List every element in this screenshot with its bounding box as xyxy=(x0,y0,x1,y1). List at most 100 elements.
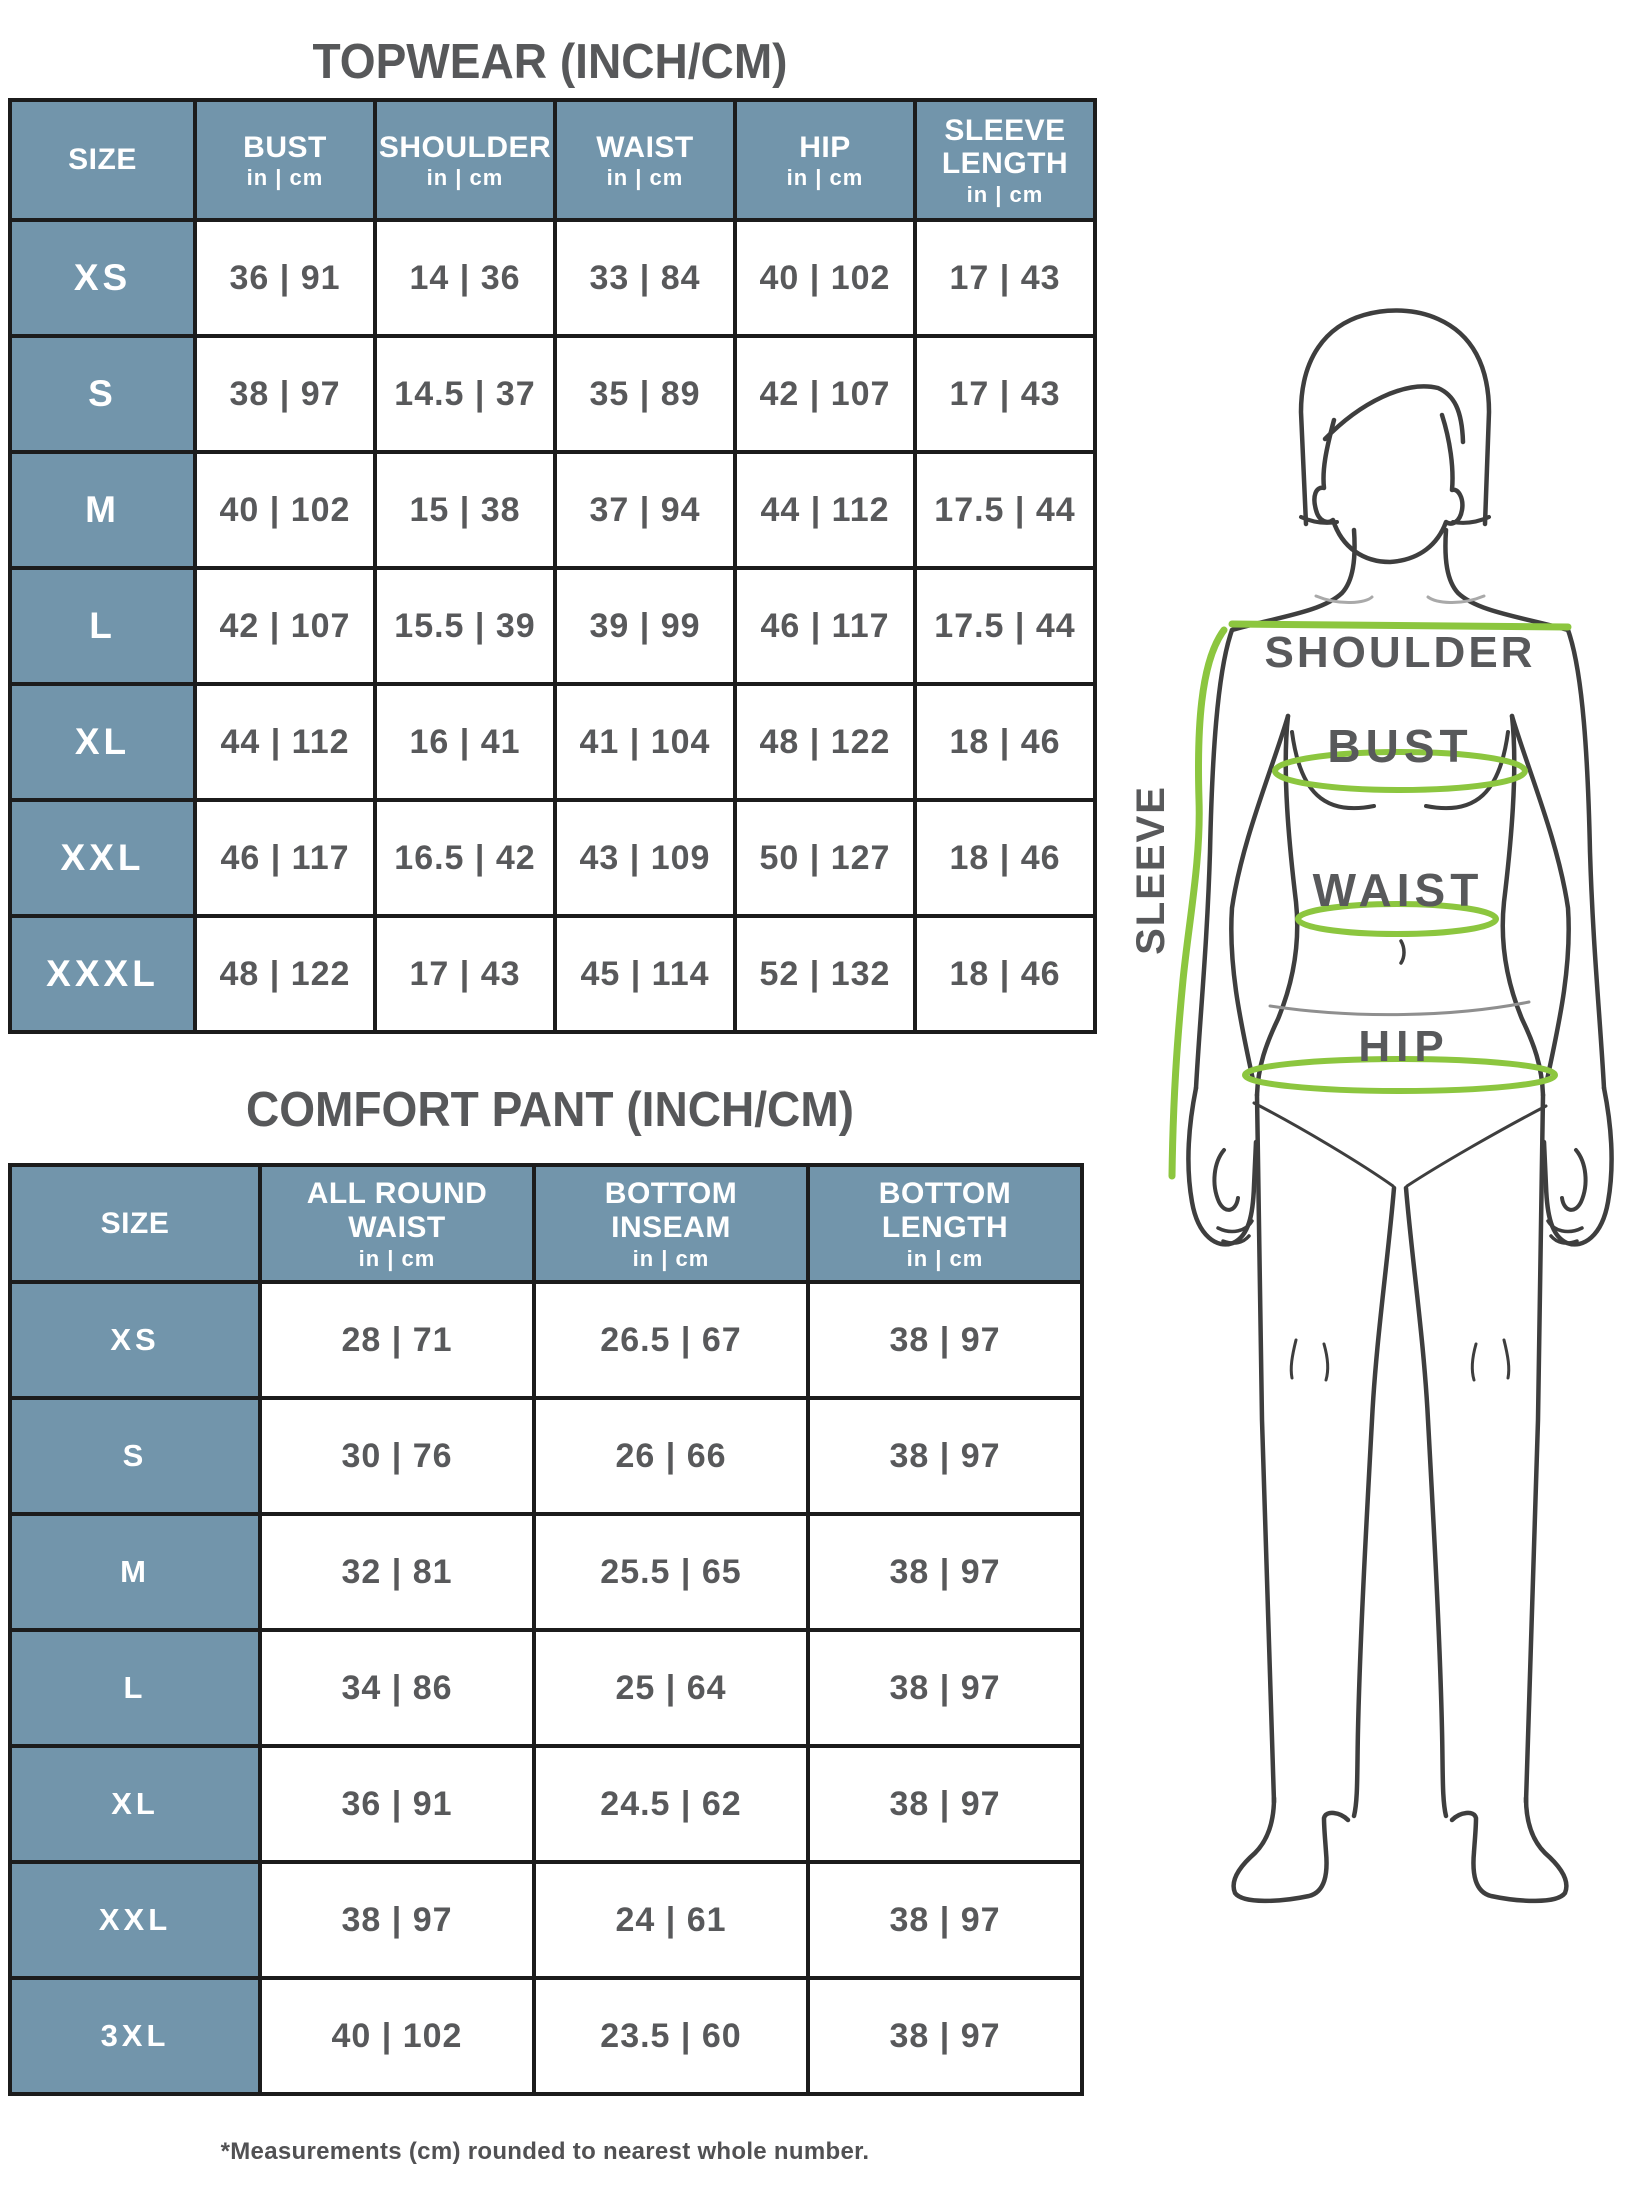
size-label: S xyxy=(8,1396,262,1516)
bottom-length-value: 38 | 97 xyxy=(806,1744,1084,1864)
table-row: S 30 | 76 26 | 66 38 | 97 xyxy=(8,1396,1084,1516)
bottom-length-value: 38 | 97 xyxy=(806,1396,1084,1516)
shoulder-value: 15 | 38 xyxy=(373,450,557,570)
waist-value: 39 | 99 xyxy=(553,566,737,686)
col-header-all-round-waist: ALL ROUND WAIST in | cm xyxy=(258,1163,536,1284)
col-header-bottom-length: BOTTOM LENGTH in | cm xyxy=(806,1163,1084,1284)
bottom-length-value: 38 | 97 xyxy=(806,1280,1084,1400)
bust-value: 46 | 117 xyxy=(193,798,377,918)
topwear-header-row: SIZE BUST in | cm SHOULDER in | cm WAIST… xyxy=(8,98,1097,222)
col-header-hip: HIP in | cm xyxy=(733,98,917,222)
hip-value: 42 | 107 xyxy=(733,334,917,454)
table-row: XXXL 48 | 122 17 | 43 45 | 114 52 | 132 … xyxy=(8,914,1097,1034)
waist-value: 33 | 84 xyxy=(553,218,737,338)
table-row: S 38 | 97 14.5 | 37 35 | 89 42 | 107 17 … xyxy=(8,334,1097,454)
sleeve-measure-line xyxy=(1168,626,1228,1180)
hip-value: 50 | 127 xyxy=(733,798,917,918)
table-row: L 42 | 107 15.5 | 39 39 | 99 46 | 117 17… xyxy=(8,566,1097,686)
table-row: XS 28 | 71 26.5 | 67 38 | 97 xyxy=(8,1280,1084,1400)
shoulder-measure-line xyxy=(1228,620,1572,631)
shoulder-value: 15.5 | 39 xyxy=(373,566,557,686)
shoulder-label: SHOULDER xyxy=(1265,628,1536,677)
table-row: 3XL 40 | 102 23.5 | 60 38 | 97 xyxy=(8,1976,1084,2096)
waist-measure-ellipse xyxy=(1295,901,1499,937)
table-row: XS 36 | 91 14 | 36 33 | 84 40 | 102 17 |… xyxy=(8,218,1097,338)
measurement-lines xyxy=(1168,620,1572,1180)
sleeve-value: 18 | 46 xyxy=(913,798,1097,918)
size-label: XS xyxy=(8,218,197,338)
all-round-waist-value: 40 | 102 xyxy=(258,1976,536,2096)
unit-label: in | cm xyxy=(906,1245,984,1271)
comfort-pant-title: COMFORT PANT (INCH/CM) xyxy=(245,1083,855,1137)
col-header-bottom-inseam: BOTTOM INSEAM in | cm xyxy=(532,1163,810,1284)
sleeve-value: 17 | 43 xyxy=(913,218,1097,338)
col-header-sleeve-length: SLEEVE LENGTH in | cm xyxy=(913,98,1097,222)
waist-label: WAIST xyxy=(1313,864,1484,916)
bottom-length-value: 38 | 97 xyxy=(806,1976,1084,2096)
shoulder-value: 16 | 41 xyxy=(373,682,557,802)
size-label: XL xyxy=(8,682,197,802)
topwear-title: TOPWEAR (INCH/CM) xyxy=(312,35,788,89)
size-label: L xyxy=(8,566,197,686)
size-label: L xyxy=(8,1628,262,1748)
hip-label: HIP xyxy=(1358,1022,1449,1071)
col-header-label: SIZE xyxy=(68,143,137,177)
waist-value: 35 | 89 xyxy=(553,334,737,454)
bottom-inseam-value: 24.5 | 62 xyxy=(532,1744,810,1864)
size-label: XXL xyxy=(8,1860,262,1980)
size-label: 3XL xyxy=(8,1976,262,2096)
bottom-inseam-value: 23.5 | 60 xyxy=(532,1976,810,2096)
bust-value: 40 | 102 xyxy=(193,450,377,570)
all-round-waist-value: 38 | 97 xyxy=(258,1860,536,1980)
table-row: XXL 46 | 117 16.5 | 42 43 | 109 50 | 127… xyxy=(8,798,1097,918)
hip-measure-ellipse xyxy=(1242,1056,1558,1094)
bust-value: 38 | 97 xyxy=(193,334,377,454)
col-header-bust: BUST in | cm xyxy=(193,98,377,222)
all-round-waist-value: 34 | 86 xyxy=(258,1628,536,1748)
table-row: L 34 | 86 25 | 64 38 | 97 xyxy=(8,1628,1084,1748)
unit-label: in | cm xyxy=(246,165,324,191)
hip-value: 48 | 122 xyxy=(733,682,917,802)
hip-value: 44 | 112 xyxy=(733,450,917,570)
body-figure-illustration: SHOULDER BUST WAIST HIP SLEEVE xyxy=(1129,308,1614,1904)
size-label: XXL xyxy=(8,798,197,918)
col-header-size: SIZE xyxy=(8,98,197,222)
sleeve-value: 17.5 | 44 xyxy=(913,450,1097,570)
bottom-inseam-value: 25.5 | 65 xyxy=(532,1512,810,1632)
size-label: M xyxy=(8,1512,262,1632)
measurement-footnote: *Measurements (cm) rounded to nearest wh… xyxy=(220,2138,870,2165)
table-row: XL 36 | 91 24.5 | 62 38 | 97 xyxy=(8,1744,1084,1864)
sleeve-value: 18 | 46 xyxy=(913,682,1097,802)
hip-value: 46 | 117 xyxy=(733,566,917,686)
all-round-waist-value: 36 | 91 xyxy=(258,1744,536,1864)
col-header-shoulder: SHOULDER in | cm xyxy=(373,98,557,222)
all-round-waist-value: 28 | 71 xyxy=(258,1280,536,1400)
sleeve-value: 17 | 43 xyxy=(913,334,1097,454)
all-round-waist-value: 32 | 81 xyxy=(258,1512,536,1632)
waist-value: 41 | 104 xyxy=(553,682,737,802)
table-row: XL 44 | 112 16 | 41 41 | 104 48 | 122 18… xyxy=(8,682,1097,802)
hip-value: 52 | 132 xyxy=(733,914,917,1034)
shoulder-value: 14 | 36 xyxy=(373,218,557,338)
bust-value: 48 | 122 xyxy=(193,914,377,1034)
table-row: XXL 38 | 97 24 | 61 38 | 97 xyxy=(8,1860,1084,1980)
waist-value: 43 | 109 xyxy=(553,798,737,918)
sleeve-value: 18 | 46 xyxy=(913,914,1097,1034)
size-label: S xyxy=(8,334,197,454)
size-label: XXXL xyxy=(8,914,197,1034)
bust-label: BUST xyxy=(1327,720,1472,772)
comfort-pant-size-table: SIZE ALL ROUND WAIST in | cm BOTTOM INSE… xyxy=(8,1163,1084,2096)
col-header-size: SIZE xyxy=(8,1163,262,1284)
table-row: M 32 | 81 25.5 | 65 38 | 97 xyxy=(8,1512,1084,1632)
col-header-waist: WAIST in | cm xyxy=(553,98,737,222)
bottom-inseam-value: 24 | 61 xyxy=(532,1860,810,1980)
bottom-length-value: 38 | 97 xyxy=(806,1860,1084,1980)
table-row: M 40 | 102 15 | 38 37 | 94 44 | 112 17.5… xyxy=(8,450,1097,570)
seam-lines xyxy=(1268,594,1531,1017)
bust-value: 36 | 91 xyxy=(193,218,377,338)
bust-measure-ellipse xyxy=(1272,749,1528,793)
unit-label: in | cm xyxy=(966,182,1044,208)
bottom-length-value: 38 | 97 xyxy=(806,1628,1084,1748)
bust-value: 42 | 107 xyxy=(193,566,377,686)
